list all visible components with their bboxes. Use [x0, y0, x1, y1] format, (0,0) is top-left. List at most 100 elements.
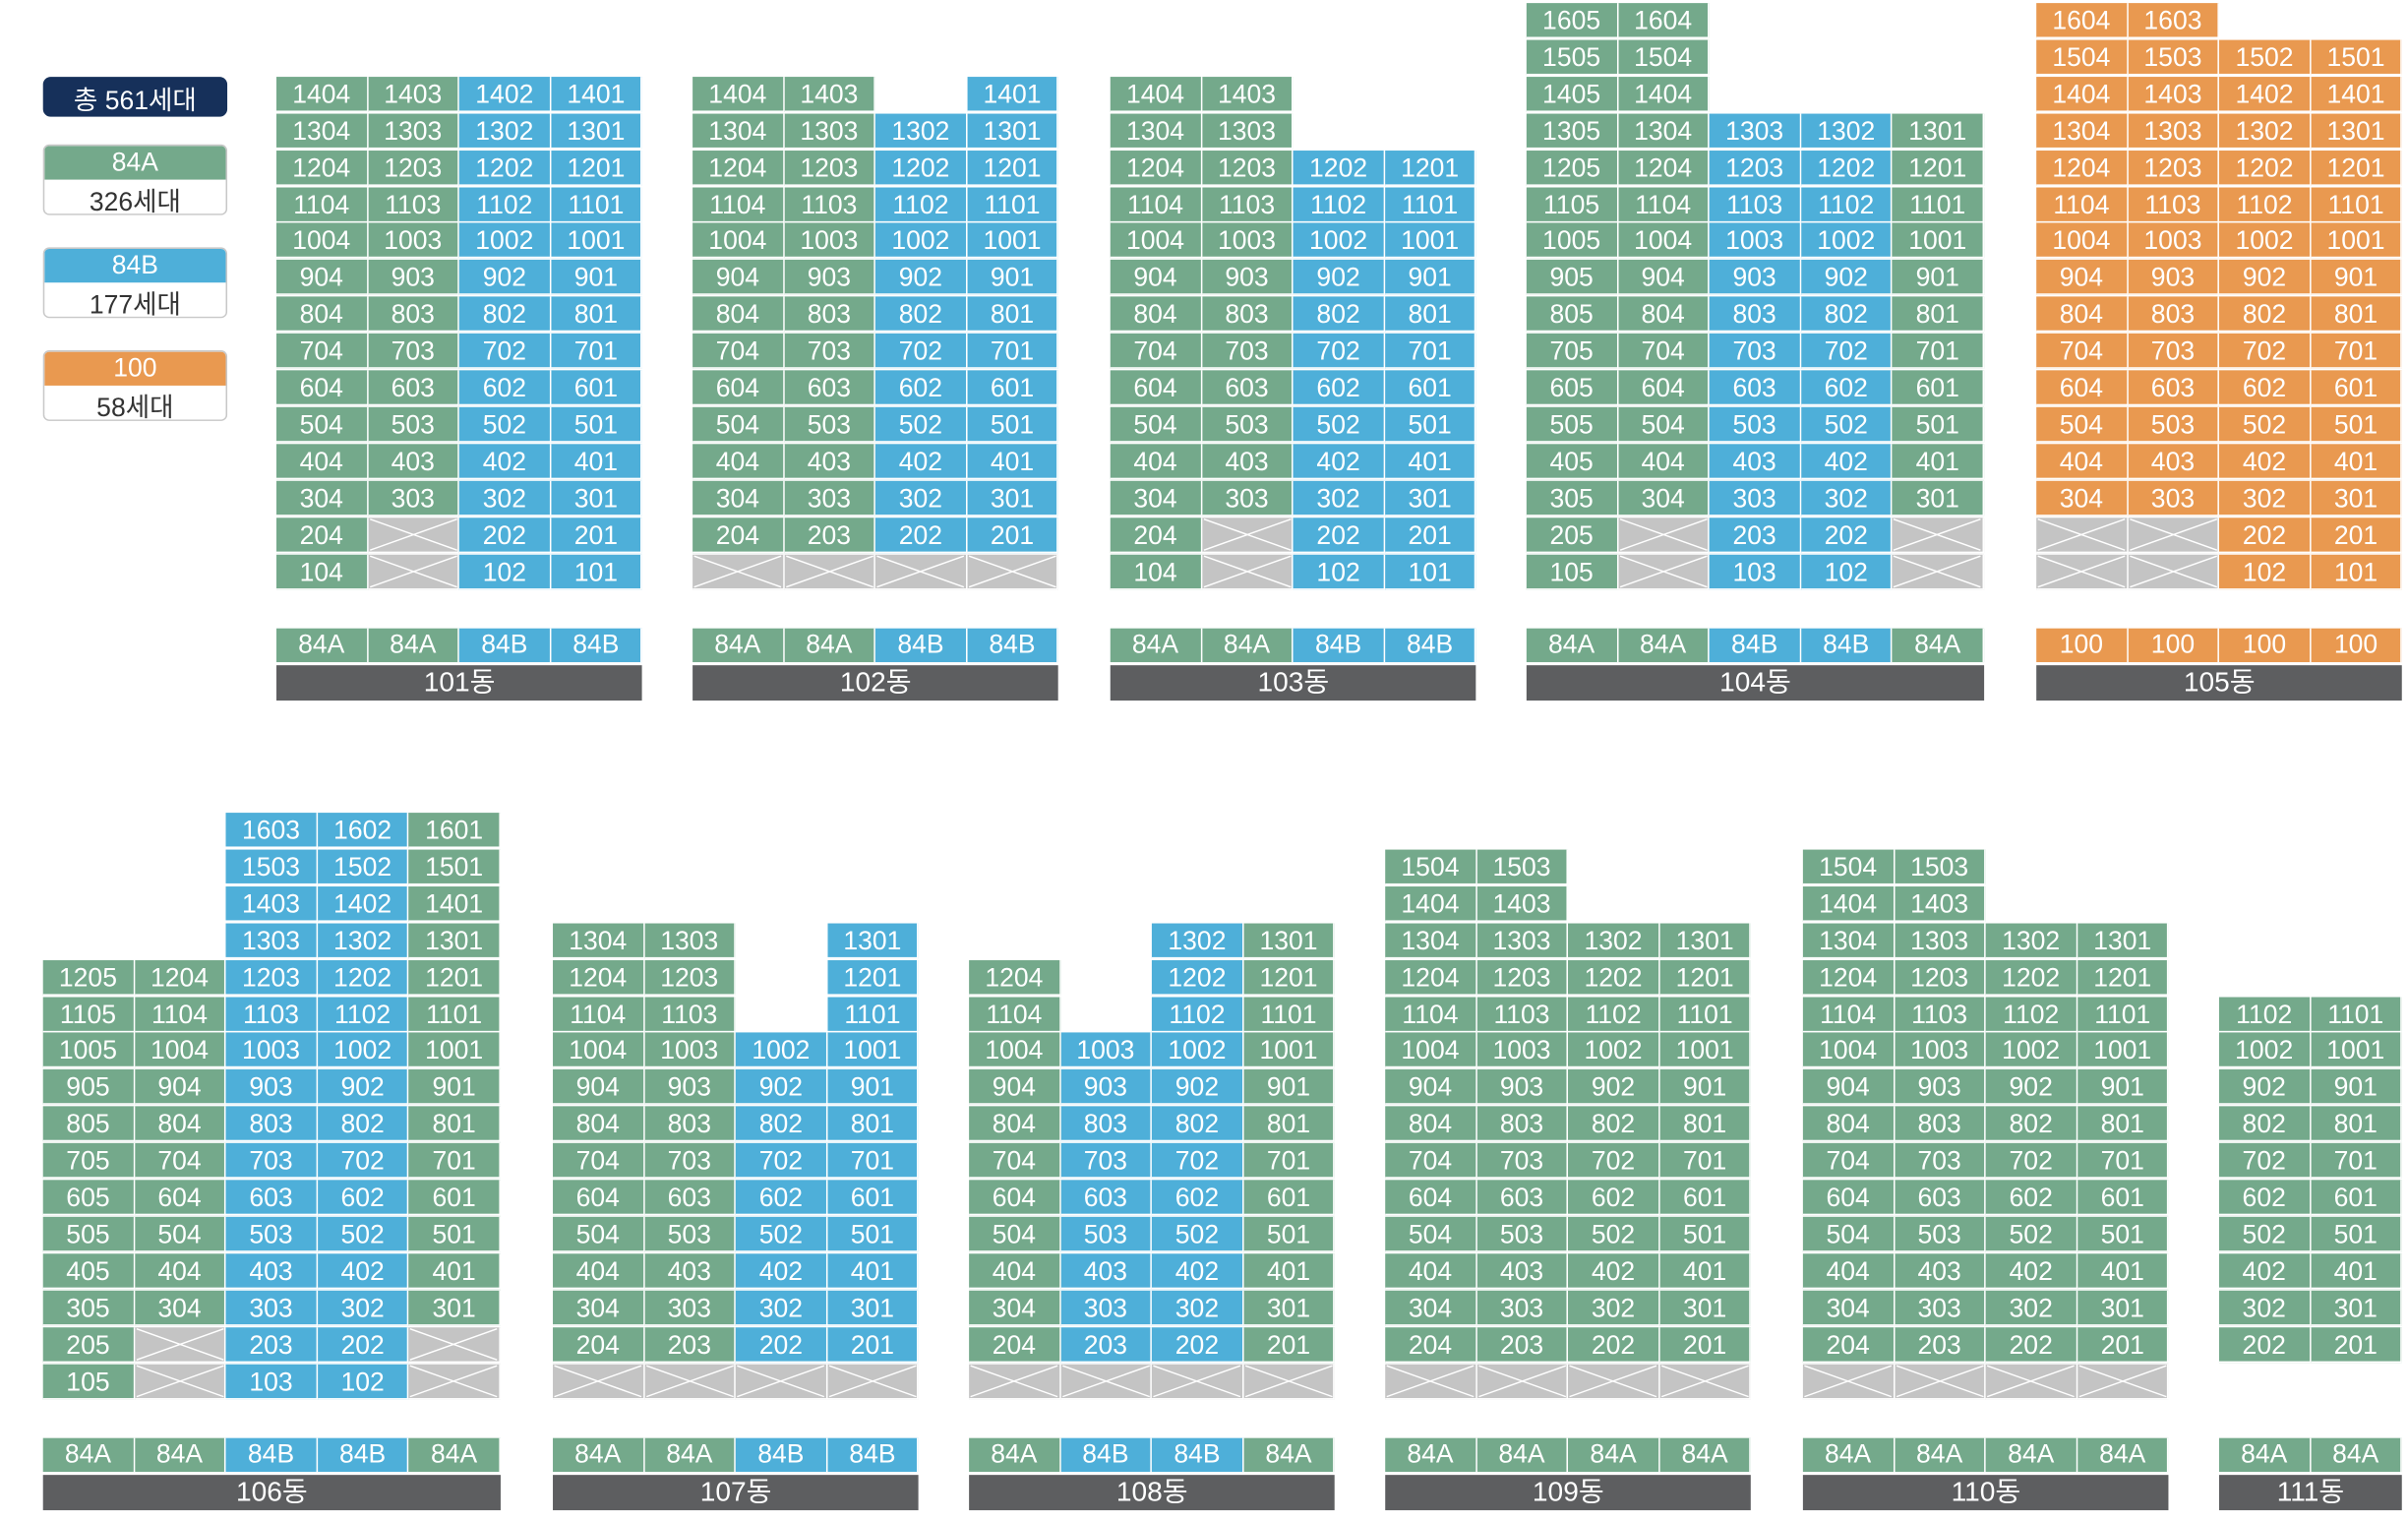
- unit-cell: 301: [1384, 480, 1476, 517]
- empty-unit-cell: [1476, 1364, 1569, 1400]
- unit-cell: 304: [276, 480, 369, 517]
- unit-cell: 502: [1800, 407, 1894, 444]
- unit-cell: 204: [553, 1327, 645, 1364]
- unit-cell: 1503: [225, 849, 318, 885]
- unit-cell: 105: [1526, 554, 1618, 590]
- unit-cell: 1104: [1802, 996, 1895, 1032]
- empty-unit-cell: [1617, 554, 1710, 590]
- unit-cell: 1401: [551, 76, 643, 112]
- unit-cell: 603: [368, 370, 460, 406]
- unit-cell: 601: [2311, 1180, 2403, 1216]
- unit-cell: 501: [827, 1217, 920, 1253]
- unit-cell: 1104: [276, 186, 369, 222]
- unit-cell: 204: [969, 1327, 1061, 1364]
- unit-cell: 901: [408, 1069, 501, 1106]
- unit-cell: 603: [1894, 1180, 1986, 1216]
- legend-type-84a: 84A: [44, 146, 226, 180]
- unit-cell: 1005: [42, 1033, 135, 1069]
- unit-cell: 1503: [2128, 39, 2220, 76]
- unit-cell: 702: [1800, 334, 1894, 370]
- unit-cell: 701: [1243, 1143, 1336, 1180]
- empty-unit-cell: [784, 554, 876, 590]
- unit-cell: 904: [969, 1069, 1061, 1106]
- unit-cell: 402: [1568, 1253, 1660, 1290]
- unit-cell: 1203: [1894, 959, 1986, 996]
- unit-cell: 1102: [317, 996, 409, 1032]
- unit-cell: 1201: [967, 150, 1059, 186]
- unit-cell: 901: [827, 1069, 920, 1106]
- unit-cell: 1101: [2311, 996, 2403, 1032]
- unit-cell: 604: [2036, 370, 2129, 406]
- unit-cell: 302: [875, 480, 968, 517]
- unit-cell: 201: [1384, 517, 1476, 554]
- unit-cell: 104: [1110, 554, 1202, 590]
- unit-cell: 803: [1060, 1106, 1153, 1142]
- unit-cell: 1201: [1659, 959, 1752, 996]
- unit-cell: 901: [1384, 260, 1476, 296]
- unit-cell: 303: [1476, 1290, 1569, 1326]
- unit-cell: 1103: [225, 996, 318, 1032]
- unit-cell: 1305: [1526, 112, 1618, 149]
- unit-type-label: 84A: [1476, 1437, 1569, 1473]
- unit-cell: 1101: [827, 996, 920, 1032]
- unit-cell: 804: [134, 1106, 226, 1142]
- empty-unit-cell: [408, 1364, 501, 1400]
- unit-cell: 401: [967, 444, 1059, 480]
- unit-cell: 905: [42, 1069, 135, 1106]
- unit-cell: 502: [875, 407, 968, 444]
- unit-cell: 704: [1110, 334, 1202, 370]
- unit-cell: 704: [1617, 334, 1710, 370]
- unit-type-label: 84A: [1985, 1437, 2077, 1473]
- unit-cell: 902: [875, 260, 968, 296]
- unit-cell: 201: [967, 517, 1059, 554]
- empty-unit-cell: [875, 554, 968, 590]
- unit-cell: 1302: [1152, 922, 1244, 958]
- unit-cell: 303: [225, 1290, 318, 1326]
- unit-cell: 1204: [134, 959, 226, 996]
- unit-cell: 1403: [1476, 885, 1569, 922]
- unit-cell: 505: [42, 1217, 135, 1253]
- unit-cell: 904: [2036, 260, 2129, 296]
- unit-cell: 503: [1201, 407, 1294, 444]
- unit-cell: 401: [1893, 444, 1985, 480]
- unit-cell: 702: [736, 1143, 828, 1180]
- unit-cell: 702: [1152, 1143, 1244, 1180]
- unit-cell: 601: [2311, 370, 2403, 406]
- empty-unit-cell: [1201, 554, 1294, 590]
- unit-cell: 1003: [644, 1033, 737, 1069]
- unit-cell: 305: [1526, 480, 1618, 517]
- unit-type-label: 84B: [827, 1437, 920, 1473]
- unit-cell: 704: [1385, 1143, 1477, 1180]
- unit-cell: 602: [875, 370, 968, 406]
- unit-cell: 1304: [276, 112, 369, 149]
- unit-cell: 1205: [42, 959, 135, 996]
- unit-cell: 1102: [1152, 996, 1244, 1032]
- unit-cell: 903: [1709, 260, 1801, 296]
- unit-type-label: 84A: [1526, 628, 1618, 663]
- unit-cell: 1301: [2311, 112, 2403, 149]
- unit-cell: 1101: [408, 996, 501, 1032]
- unit-cell: 602: [1152, 1180, 1244, 1216]
- empty-unit-cell: [1201, 517, 1294, 554]
- unit-cell: 1002: [1568, 1033, 1660, 1069]
- unit-cell: 503: [1060, 1217, 1153, 1253]
- unit-cell: 403: [1060, 1253, 1153, 1290]
- unit-cell: 301: [1659, 1290, 1752, 1326]
- unit-cell: 1201: [1893, 150, 1985, 186]
- unit-cell: 403: [1201, 444, 1294, 480]
- unit-cell: 201: [827, 1327, 920, 1364]
- unit-cell: 902: [1568, 1069, 1660, 1106]
- empty-unit-cell: [2128, 517, 2220, 554]
- unit-cell: 1301: [1893, 112, 1985, 149]
- unit-cell: 1302: [2219, 112, 2312, 149]
- unit-cell: 503: [1709, 407, 1801, 444]
- unit-cell: 1204: [969, 959, 1061, 996]
- building-name-label: 105동: [2036, 665, 2403, 701]
- unit-cell: 1204: [1617, 150, 1710, 186]
- unit-cell: 504: [276, 407, 369, 444]
- unit-cell: 204: [1385, 1327, 1477, 1364]
- empty-unit-cell: [2036, 554, 2129, 590]
- unit-cell: 402: [317, 1253, 409, 1290]
- unit-cell: 803: [1709, 296, 1801, 333]
- unit-cell: 602: [2219, 370, 2312, 406]
